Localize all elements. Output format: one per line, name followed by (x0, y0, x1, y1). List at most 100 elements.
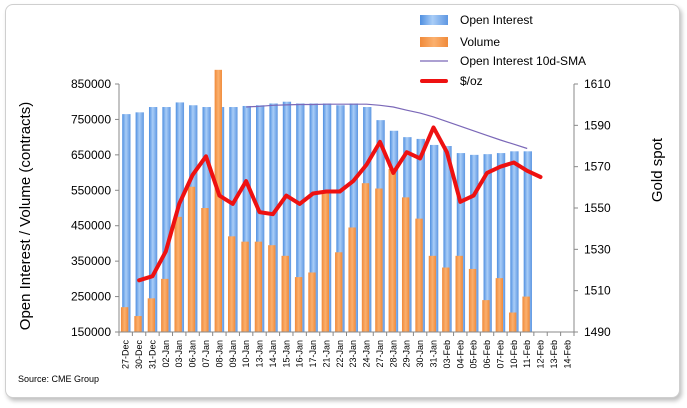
open-interest-bar (496, 153, 506, 332)
y-tick-label: 550000 (71, 183, 111, 197)
x-tick-label: 08-Jan (214, 340, 224, 368)
right-y-ticks: 1490 1510 1530 1550 1570 1590 1610 (574, 77, 611, 339)
x-tick-label: 05-Feb (469, 340, 479, 369)
open-interest-bar (242, 105, 251, 332)
open-interest-bar (229, 107, 238, 333)
volume-bar (455, 255, 463, 332)
open-interest-sma-line (246, 103, 528, 150)
x-tick-label: 06-Jan (188, 340, 198, 368)
legend-swatch-open-interest (420, 15, 448, 25)
legend: Open Interest Volume Open Interest 10d-SMA… (420, 13, 586, 88)
legend-label: Volume (460, 35, 500, 49)
x-tick-label: 24-Jan (362, 340, 372, 368)
open-interest-bar (122, 114, 131, 332)
volume-bar (214, 69, 222, 332)
y-axis-label-left: Open Interest / Volume (contracts) (17, 102, 34, 330)
open-interest-bar (456, 153, 466, 332)
right-y-tick-label: 1510 (584, 284, 611, 298)
legend-swatch-volume (420, 37, 448, 47)
right-y-tick-label: 1490 (584, 325, 611, 339)
open-interest-bar (483, 154, 492, 332)
y-axis-label-right: Gold spot (649, 137, 666, 202)
x-tick-label: 13-Feb (549, 340, 559, 369)
volume-bar (401, 197, 410, 332)
volume-bar (442, 267, 450, 332)
x-tick-label: 02-Jan (161, 340, 171, 368)
volume-bar (268, 245, 276, 332)
axes (118, 84, 575, 336)
open-interest-bar (256, 105, 265, 332)
x-tick-label: 29-Jan (402, 340, 412, 368)
volume-bar (187, 186, 196, 332)
x-tick-label: 07-Jan (201, 340, 211, 368)
volume-bar (509, 312, 517, 332)
x-tick-label: 12-Feb (536, 340, 546, 369)
volume-bars (120, 69, 530, 332)
y-tick-label: 350000 (71, 254, 111, 268)
x-tick-label: 22-Jan (335, 340, 345, 368)
x-tick-label: 30-Jan (415, 340, 425, 368)
volume-bar (134, 316, 142, 332)
volume-bar (227, 236, 236, 332)
y-tick-label: 150000 (71, 325, 111, 339)
volume-bar (294, 277, 303, 332)
x-tick-label: 17-Jan (308, 340, 318, 368)
lines (137, 103, 543, 283)
x-tick-label: 27-Dec (121, 340, 131, 370)
legend-label: Open Interest (460, 13, 533, 27)
volume-bar (375, 188, 383, 332)
source-note: Source: CME Group (18, 374, 99, 384)
open-interest-bar (282, 101, 292, 332)
volume-bar (388, 169, 396, 332)
y-tick-label: 750000 (71, 112, 111, 126)
volume-bar (161, 278, 169, 332)
x-tick-label: 10-Jan (241, 340, 251, 368)
x-tick-label: 03-Jan (174, 340, 184, 368)
x-tick-label: 07-Feb (495, 340, 505, 369)
x-tick-label: 21-Jan (321, 340, 331, 368)
volume-bar (495, 278, 504, 332)
right-y-tick-label: 1610 (584, 77, 611, 91)
volume-bar (147, 298, 156, 332)
x-tick-label: 14-Jan (268, 340, 278, 368)
y-tick-label: 650000 (71, 148, 111, 162)
open-interest-bar (148, 107, 158, 333)
volume-bar (201, 208, 209, 332)
open-interest-bar (309, 103, 318, 332)
volume-bar (522, 296, 530, 332)
right-y-tick-label: 1550 (584, 201, 611, 215)
volume-bar (174, 216, 182, 332)
x-tick-label: 28-Jan (388, 340, 398, 368)
right-y-tick-label: 1590 (584, 118, 611, 132)
legend-label: Open Interest 10d-SMA (460, 54, 586, 68)
volume-bar (468, 268, 477, 332)
open-interest-bar (349, 103, 359, 332)
open-interest-bar (135, 112, 144, 332)
x-tick-label: 27-Jan (375, 340, 385, 368)
x-tick-label: 30-Dec (134, 340, 144, 370)
volume-bar (241, 241, 249, 332)
legend-label: $/oz (460, 74, 483, 88)
x-tick-label: 13-Jan (255, 340, 265, 368)
volume-bar (415, 218, 423, 332)
volume-bar (308, 272, 316, 332)
open-interest-bar (470, 154, 479, 332)
x-ticks: 27-Dec 30-Dec 31-Dec 02-Jan 03-Jan 06-Jan 07-J… (121, 340, 573, 370)
volume-bar (335, 252, 343, 332)
volume-bar (428, 255, 437, 332)
right-y-tick-label: 1570 (584, 160, 611, 174)
volume-bar (482, 300, 490, 332)
x-tick-label: 23-Jan (348, 340, 358, 368)
open-interest-bar (430, 144, 439, 332)
right-y-tick-label: 1530 (584, 242, 611, 256)
x-tick-label: 06-Feb (482, 340, 492, 369)
y-tick-label: 250000 (71, 290, 111, 304)
volume-bar (361, 183, 370, 332)
volume-bar (254, 241, 263, 332)
open-interest-bar (443, 146, 452, 332)
volume-bar (348, 227, 356, 332)
y-tick-label: 850000 (71, 77, 111, 91)
gold-price-line (137, 125, 543, 283)
open-interest-bar (510, 151, 519, 332)
